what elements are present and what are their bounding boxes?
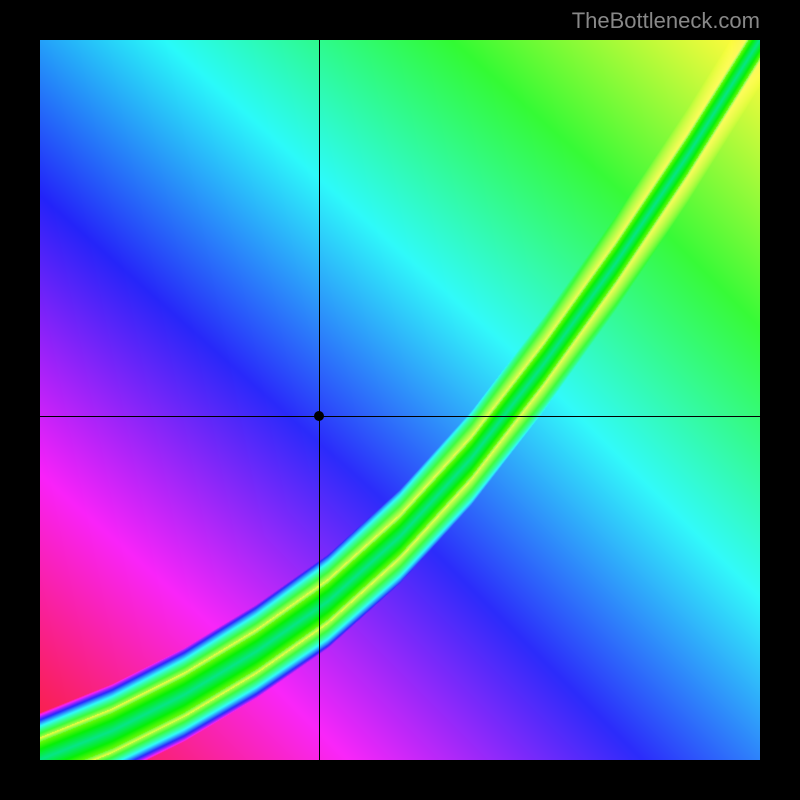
- crosshair-horizontal: [40, 416, 760, 417]
- selection-point: [314, 411, 324, 421]
- bottleneck-heatmap: [40, 40, 760, 760]
- watermark-text: TheBottleneck.com: [572, 8, 760, 34]
- heatmap-canvas: [40, 40, 760, 760]
- crosshair-vertical: [319, 40, 320, 760]
